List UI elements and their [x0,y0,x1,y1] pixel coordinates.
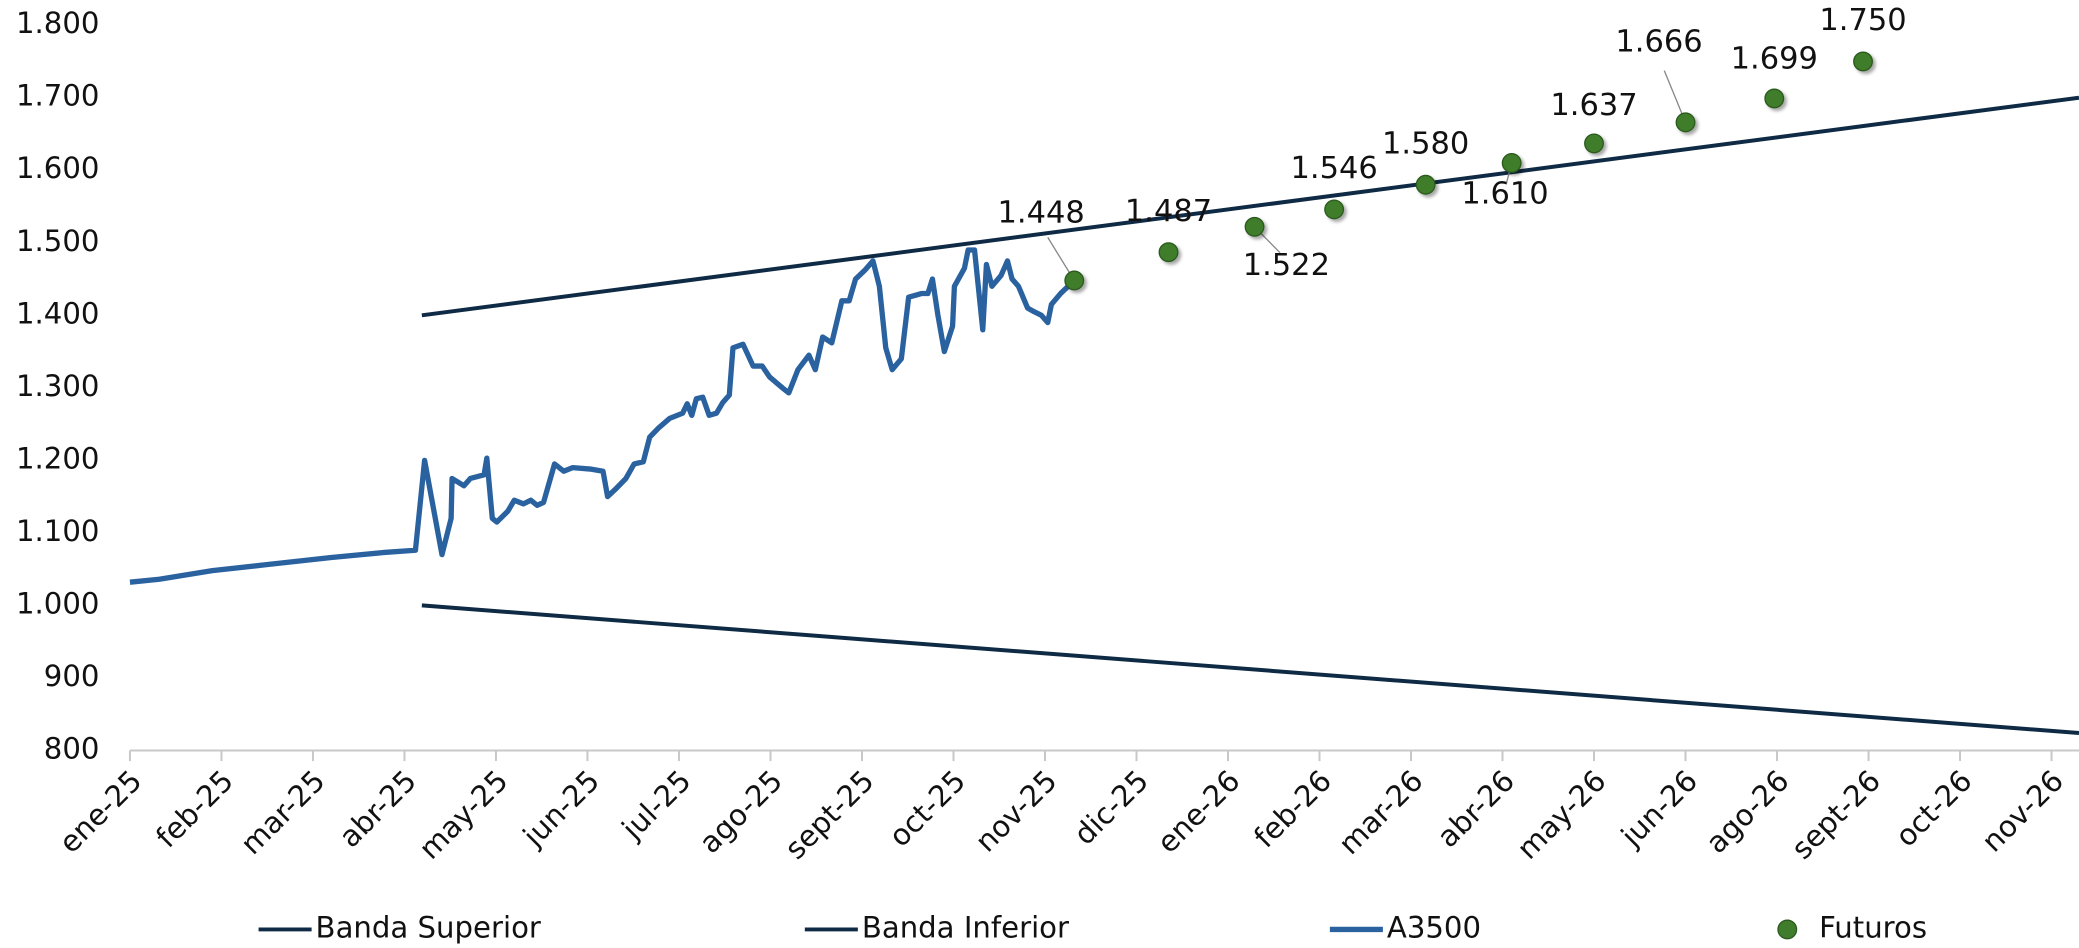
x-tick-label: oct-25 [882,764,972,854]
x-tick-label: ago-26 [1699,764,1795,860]
marker [1064,270,1085,291]
y-tick-label: 800 [44,731,100,765]
data-label: 1.580 [1382,126,1469,161]
y-tick-label: 1.800 [16,6,99,40]
x-tick-label: oct-26 [1889,764,1979,854]
legend-label: Banda Superior [316,910,541,944]
x-tick-label: sept-25 [778,764,880,866]
legend-label: A3500 [1387,910,1481,944]
x-tick-label: nov-25 [969,764,1064,859]
data-label: 1.637 [1550,88,1637,123]
line-series [129,247,1077,585]
x-tick-label: jun-26 [1614,764,1704,854]
line-series [421,603,2079,736]
x-tick-label: abr-26 [1430,764,1521,855]
y-tick-label: 1.200 [16,441,99,475]
x-tick-label: abr-25 [332,764,423,855]
x-tick-label: may-25 [412,764,514,866]
data-label: 1.522 [1243,248,1330,283]
x-tick-label: jul-25 [615,764,698,847]
x-tick-label: feb-26 [1247,764,1338,855]
x-tick-label: feb-25 [149,764,240,855]
legend-label: Futuros [1819,910,1927,944]
data-label: 1.610 [1461,176,1548,211]
y-tick-label: 1.400 [16,296,99,330]
marker [1584,133,1604,154]
data-label: 1.699 [1731,41,1818,76]
y-tick-label: 1.500 [16,224,99,258]
x-tick-label: ago-25 [693,764,789,860]
data-label: 1.666 [1615,24,1702,59]
x-tick-label: mar-26 [1332,764,1430,862]
marker [1244,216,1265,237]
y-tick-label: 1.100 [16,514,99,548]
x-tick-label: dic-25 [1067,764,1155,852]
line-series [421,95,2079,318]
x-tick-label: ene-25 [52,764,148,860]
data-label: 1.750 [1819,3,1906,38]
y-tick-label: 900 [44,659,100,693]
x-tick-label: mar-25 [234,764,332,862]
marker [1415,174,1436,195]
legend-label: Banda Inferior [862,910,1069,944]
y-tick-label: 1.700 [16,79,99,113]
data-label: 1.546 [1291,151,1378,186]
x-tick-label: sept-26 [1785,764,1887,866]
marker [1324,199,1345,220]
marker [1158,242,1179,263]
x-tick-label: ene-26 [1150,764,1246,860]
x-tick-label: jun-25 [516,764,606,854]
marker [1501,153,1522,173]
marker [1764,88,1785,109]
y-tick-label: 1.600 [16,151,99,185]
x-tick-label: nov-26 [1975,764,2070,859]
y-tick-label: 1.000 [16,586,99,620]
marker [1853,51,1873,72]
y-tick-label: 1.300 [16,369,99,403]
legend-swatch [1777,919,1798,940]
data-label: 1.448 [997,196,1084,231]
marker [1675,112,1696,133]
data-label: 1.487 [1125,194,1212,229]
x-tick-label: may-26 [1510,764,1612,866]
